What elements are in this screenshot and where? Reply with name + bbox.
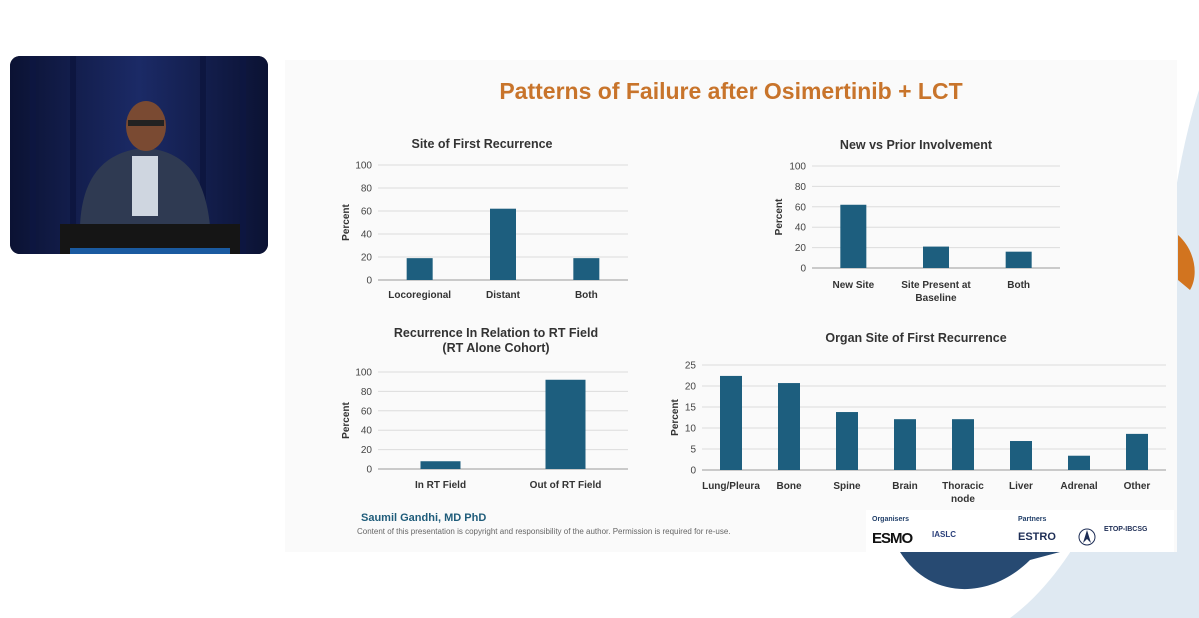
- organisers-label: Organisers: [872, 516, 909, 523]
- bg-swoosh-dark: [900, 552, 1060, 590]
- y-tick-label: 100: [355, 161, 372, 172]
- author-name: Saumil Gandhi, MD PhD: [361, 512, 487, 524]
- curtain-fold: [30, 56, 36, 254]
- y-tick-label: 20: [361, 253, 373, 264]
- x-tick-label: Locoregional: [388, 290, 451, 301]
- x-tick-label: Baseline: [915, 293, 957, 304]
- speaker-video[interactable]: [10, 56, 268, 254]
- chart-title: (RT Alone Cohort): [442, 341, 549, 355]
- y-tick-label: 80: [795, 182, 807, 193]
- bar: [1010, 441, 1032, 470]
- y-axis-label: Percent: [341, 203, 352, 240]
- x-tick-label: Adrenal: [1060, 481, 1097, 492]
- y-tick-label: 20: [795, 243, 807, 254]
- curtain-fold: [70, 56, 76, 254]
- y-axis-label: Percent: [341, 401, 352, 438]
- y-tick-label: 100: [355, 368, 372, 379]
- chart-2: New vs Prior Involvement 0 20 40 60 80 100 Perc…: [774, 138, 1060, 304]
- iaslc-logo: IASLC: [932, 530, 956, 539]
- x-tick-label: Spine: [833, 481, 861, 492]
- bar: [420, 461, 461, 469]
- y-tick-label: 20: [361, 445, 373, 456]
- chart-title: Site of First Recurrence: [411, 137, 552, 151]
- y-tick-label: 0: [800, 264, 806, 275]
- bar: [1126, 433, 1148, 470]
- curtain-fold: [200, 56, 206, 254]
- podium-base: [70, 248, 230, 254]
- x-tick-label: Lung/Pleura: [702, 481, 760, 492]
- y-tick-label: 100: [789, 162, 806, 173]
- x-tick-label: Other: [1124, 481, 1151, 492]
- x-tick-label: Brain: [892, 481, 918, 492]
- estro-logo: ESTRO: [1018, 531, 1056, 543]
- bar: [406, 258, 433, 280]
- copyright-note: Content of this presentation is copyrigh…: [357, 527, 731, 536]
- y-tick-label: 80: [361, 184, 373, 195]
- esmo-logo: ESMO: [872, 530, 913, 547]
- y-tick-label: 0: [690, 466, 696, 477]
- x-tick-label: Site Present at: [901, 280, 971, 291]
- partner-compass-logo: [1078, 528, 1096, 546]
- bar: [952, 419, 974, 470]
- y-tick-label: 60: [361, 207, 373, 218]
- bar: [894, 419, 916, 470]
- bar: [1005, 251, 1032, 268]
- bar: [545, 379, 586, 469]
- bar: [840, 204, 867, 268]
- x-tick-label: New Site: [832, 280, 874, 291]
- speaker-glasses: [128, 120, 164, 126]
- x-tick-label: Both: [575, 290, 598, 301]
- x-tick-label: Liver: [1009, 481, 1033, 492]
- y-tick-label: 40: [361, 426, 373, 437]
- x-tick-label: node: [951, 494, 975, 505]
- y-tick-label: 40: [795, 223, 807, 234]
- x-tick-label: Distant: [486, 290, 521, 301]
- x-tick-label: Out of RT Field: [530, 480, 602, 491]
- partners-label: Partners: [1018, 516, 1047, 523]
- bar: [778, 383, 800, 470]
- curtain-fold: [240, 56, 246, 254]
- y-axis-label: Percent: [774, 198, 785, 235]
- speaker-figure: [10, 56, 268, 254]
- y-tick-label: 80: [361, 387, 373, 398]
- chart-1: Site of First Recurrence 0 20 40 60 80 100 Perc…: [341, 137, 628, 301]
- bar: [923, 246, 949, 268]
- bar: [836, 412, 858, 470]
- bar: [573, 258, 600, 280]
- chart-title: Recurrence In Relation to RT Field: [394, 326, 598, 340]
- bg-swoosh-orange: [1178, 235, 1195, 290]
- y-tick-label: 0: [366, 465, 372, 476]
- x-tick-label: Bone: [777, 481, 802, 492]
- sponsor-strip: Organisers Partners ESMO IASLC ESTRO ETO…: [866, 510, 1174, 552]
- y-tick-label: 40: [361, 230, 373, 241]
- y-tick-label: 0: [366, 276, 372, 287]
- chart-title: Organ Site of First Recurrence: [825, 331, 1006, 345]
- y-tick-label: 60: [361, 406, 373, 417]
- chart-title: New vs Prior Involvement: [840, 138, 993, 152]
- y-tick-label: 5: [690, 445, 696, 456]
- chart-4: Organ Site of First Recurrence 0 5 10 15 20 25…: [670, 331, 1166, 505]
- bar: [720, 375, 742, 470]
- y-tick-label: 10: [685, 424, 697, 435]
- bar: [1068, 455, 1090, 470]
- y-tick-label: 25: [685, 361, 697, 372]
- etop-logo: ETOP-IBCSG: [1104, 526, 1148, 533]
- y-tick-label: 60: [795, 202, 807, 213]
- x-tick-label: In RT Field: [415, 480, 466, 491]
- bar: [490, 208, 516, 280]
- x-tick-label: Both: [1007, 280, 1030, 291]
- chart-3: Recurrence In Relation to RT Field(RT Al…: [341, 326, 628, 491]
- x-tick-label: Thoracic: [942, 481, 984, 492]
- y-axis-label: Percent: [670, 398, 681, 435]
- speaker-shirt: [132, 156, 158, 216]
- slide-title: Patterns of Failure after Osimertinib + …: [499, 78, 963, 104]
- y-tick-label: 20: [685, 382, 697, 393]
- y-tick-label: 15: [685, 403, 697, 414]
